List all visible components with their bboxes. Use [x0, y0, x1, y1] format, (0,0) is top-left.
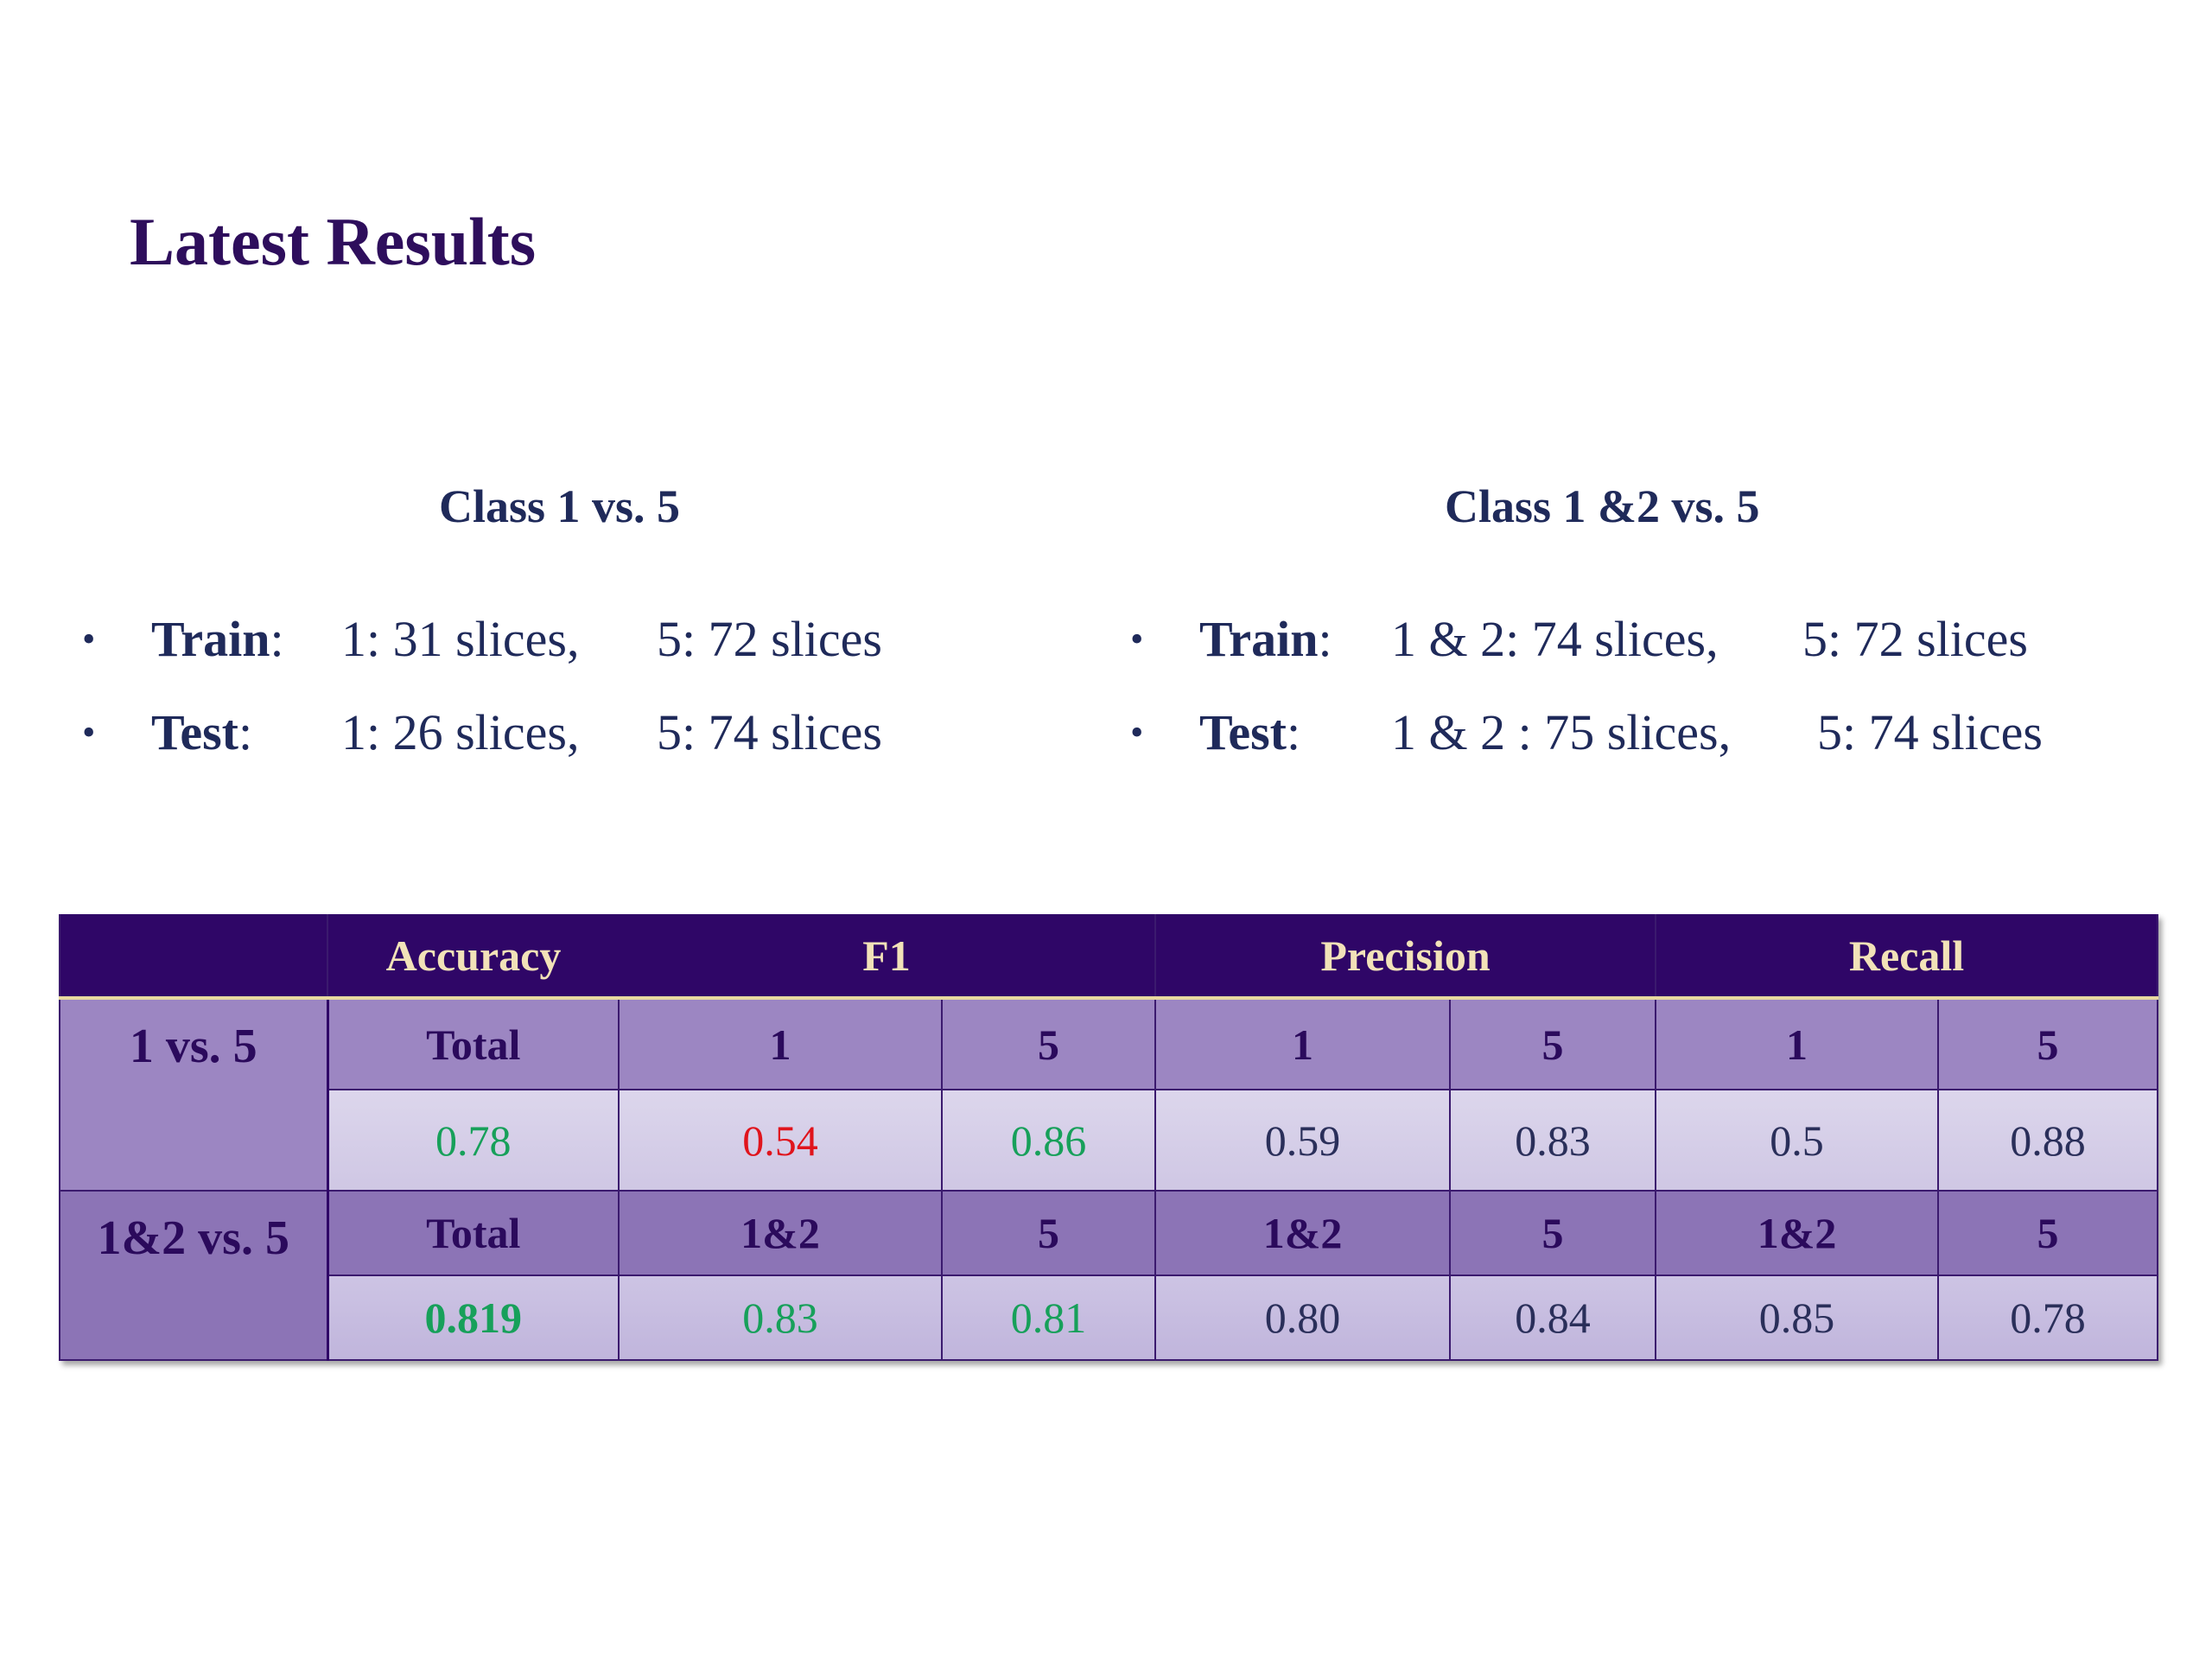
right-heading: Class 1 &2 vs. 5	[1445, 480, 1760, 532]
bullet-label: Train	[151, 611, 270, 667]
value-cell: 0.86	[940, 1089, 1157, 1192]
value-cell: 0.81	[940, 1274, 1157, 1361]
subheader-cell: 1&2	[618, 1190, 943, 1276]
bullet-label: Test	[151, 704, 238, 760]
bullet-value: 5: 74 slices	[657, 704, 882, 760]
table-row: 1&2 vs. 5 Total 1&2 5 1&2 5 1&2 5	[59, 1190, 2159, 1361]
subheader-cell: 1&2	[1154, 1190, 1452, 1276]
bullet-value: 1: 31 slices,	[341, 611, 580, 667]
subheader-cell: 5	[1937, 1190, 2159, 1276]
header-recall: Recall	[1655, 914, 2159, 1000]
bullet-icon: •	[1130, 618, 1144, 660]
subheader-cell: 1	[1655, 997, 1940, 1090]
subheader-cell: 5	[1937, 997, 2159, 1090]
table-header-row: Accuracy F1 Precision Recall	[59, 914, 2159, 1000]
header-accuracy: Accuracy	[327, 914, 619, 1000]
value-cell: 0.78	[327, 1089, 620, 1192]
value-cell: 0.59	[1154, 1089, 1452, 1192]
bullet-value: 1: 26 slices,	[341, 704, 580, 760]
row-label-1and2-vs-5: 1&2 vs. 5	[59, 1190, 329, 1361]
header-f1: F1	[619, 914, 1157, 1000]
table-row: 0.819 0.83 0.81 0.80 0.84 0.85 0.78	[60, 1274, 2159, 1361]
table-row: 1 vs. 5 Total 1 5 1 5 1 5	[59, 997, 2159, 1192]
row-label-1-vs-5: 1 vs. 5	[59, 997, 329, 1192]
subheader-cell: 5	[940, 997, 1157, 1090]
slide-title: Latest Results	[130, 204, 537, 279]
subheader-cell: Total	[327, 997, 620, 1090]
bullet-value: 1 & 2: 74 slices,	[1391, 611, 1719, 667]
header-precision: Precision	[1154, 914, 1657, 1000]
subheader-cell: 5	[1449, 997, 1657, 1090]
bullet-icon: •	[1130, 711, 1144, 753]
subheader-cell: 1	[618, 997, 943, 1090]
subheader-cell: Total	[327, 1190, 620, 1276]
bullet-value: 5: 72 slices	[657, 611, 882, 667]
subheader-cell: 1	[1154, 997, 1452, 1090]
value-cell: 0.80	[1154, 1274, 1452, 1361]
value-cell: 0.83	[1449, 1089, 1657, 1192]
value-cell: 0.5	[1655, 1089, 1940, 1192]
bullet-label: Test	[1199, 704, 1287, 760]
subheader-cell: 5	[940, 1190, 1157, 1276]
header-cell-empty	[59, 914, 328, 1000]
value-cell: 0.819	[327, 1274, 620, 1361]
bullet-value: 5: 72 slices	[1802, 611, 2028, 667]
bullet-icon: •	[82, 618, 96, 660]
bullet-icon: •	[82, 711, 96, 753]
results-table: Accuracy F1 Precision Recall 1 vs. 5 Tot…	[59, 914, 2159, 1361]
value-cell: 0.54	[618, 1089, 943, 1192]
subheader-cell: 1&2	[1655, 1190, 1940, 1276]
bullet-value: 1 & 2 : 75 slices,	[1391, 704, 1732, 760]
table-row: 0.78 0.54 0.86 0.59 0.83 0.5 0.88	[60, 1089, 2159, 1192]
value-cell: 0.88	[1937, 1089, 2159, 1192]
value-cell: 0.78	[1937, 1274, 2159, 1361]
bullet-value: 5: 74 slices	[1817, 704, 2043, 760]
value-cell: 0.84	[1449, 1274, 1657, 1361]
value-cell: 0.83	[618, 1274, 943, 1361]
subheader-cell: 5	[1449, 1190, 1657, 1276]
bullet-label: Train	[1199, 611, 1319, 667]
value-cell: 0.85	[1655, 1274, 1940, 1361]
left-heading: Class 1 vs. 5	[439, 480, 681, 532]
